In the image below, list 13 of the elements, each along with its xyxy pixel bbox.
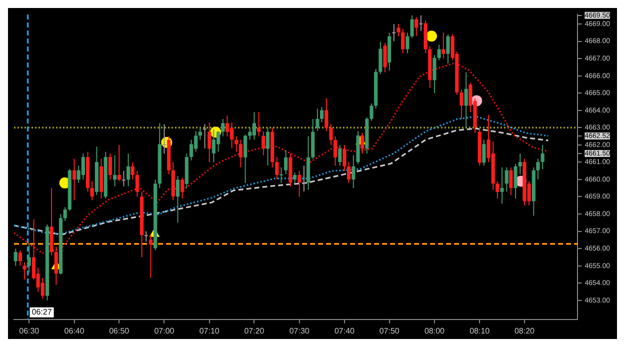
x-tick-label: 08:10 [470, 326, 490, 336]
x-tick-label: 07:20 [244, 326, 265, 336]
x-tick-label: 08:00 [424, 326, 446, 336]
x-tick-label: 07:00 [154, 326, 175, 336]
x-tick-label: 07:30 [289, 326, 310, 336]
x-tick-label: 07:40 [334, 326, 356, 336]
x-tick-label: 08:20 [514, 326, 536, 336]
ref-line-label: 06:27 [32, 308, 52, 317]
x-tick-label: 06:40 [64, 326, 85, 336]
x-tick-label: 06:30 [19, 326, 40, 336]
x-tick-label: 06:50 [109, 326, 130, 336]
x-tick-label: 07:50 [379, 326, 400, 336]
x-tick-label: 07:10 [199, 326, 220, 336]
